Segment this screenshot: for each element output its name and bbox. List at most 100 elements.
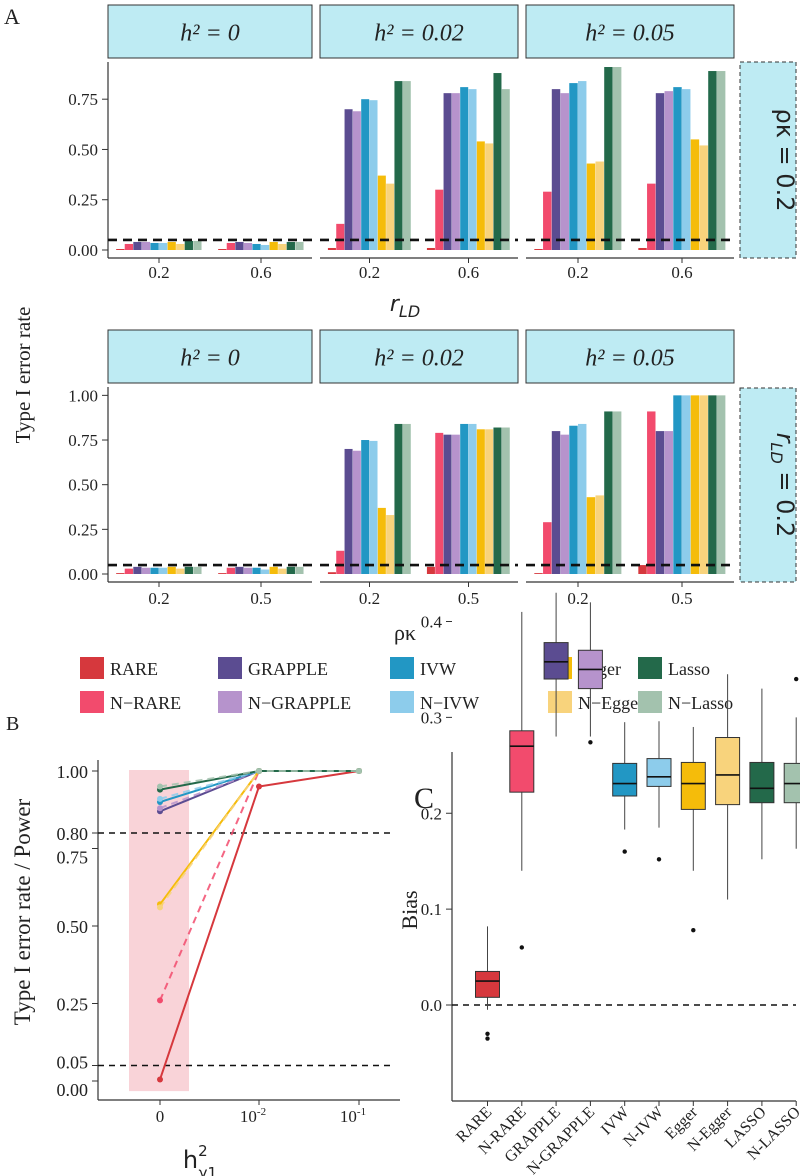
bar	[261, 244, 270, 250]
bar	[716, 395, 726, 574]
box	[543, 642, 569, 680]
bar	[176, 243, 185, 250]
bar	[252, 567, 261, 574]
bar	[690, 139, 700, 250]
bar	[133, 566, 142, 574]
bar	[261, 569, 270, 574]
outlier-point	[485, 1036, 490, 1041]
bar	[543, 522, 552, 574]
bar	[569, 83, 578, 250]
box	[749, 761, 775, 804]
y-tick-label: 0.25	[68, 191, 98, 210]
bar	[468, 89, 477, 250]
bar	[595, 495, 604, 574]
bar	[586, 163, 596, 250]
facet-strip-label: h² = 0.02	[374, 21, 463, 47]
panel-c-y-axis-label: Bias	[397, 890, 422, 929]
y-tick-label: 1.00	[68, 386, 98, 405]
tick-exponent: -1	[357, 1106, 366, 1118]
outlier-point	[691, 928, 696, 933]
x-tick-label: 0.2	[567, 589, 588, 608]
legend-label: IVW	[420, 659, 456, 679]
legend-swatch	[80, 691, 104, 713]
bar	[184, 240, 193, 250]
bar	[493, 73, 502, 250]
panel-a-top-x-axis-label: rLD	[390, 292, 420, 321]
facet-strip-label: h² = 0.05	[585, 21, 674, 47]
bar	[193, 240, 202, 250]
bar	[673, 395, 682, 574]
bar	[534, 248, 543, 250]
x-tick-label: 0.5	[250, 589, 271, 608]
bar	[476, 141, 485, 250]
bar	[269, 566, 278, 574]
bar	[560, 434, 569, 574]
bar	[235, 241, 244, 250]
data-point	[256, 768, 262, 774]
row-strip	[739, 61, 797, 259]
bar	[647, 411, 656, 574]
bar	[344, 448, 353, 574]
bar	[141, 567, 151, 574]
y-tick-label: 0.75	[68, 431, 98, 450]
legend-label: N−Egger	[578, 693, 644, 713]
bar	[460, 423, 469, 574]
y-tick-label: 0.75	[57, 848, 89, 868]
legend-swatch	[218, 657, 242, 679]
y-tick-label: 0.0	[421, 996, 442, 1015]
legend-label: Lasso	[668, 659, 710, 679]
bar	[336, 223, 345, 250]
data-point	[356, 768, 362, 774]
bar	[226, 242, 235, 250]
bar	[159, 567, 168, 574]
y-tick-label: 0.50	[68, 140, 98, 159]
bar	[708, 71, 717, 250]
legend-swatch	[390, 657, 414, 679]
box	[646, 758, 672, 787]
x-label-sub: γ1	[199, 1164, 217, 1176]
legend-label: N−GRAPPLE	[248, 693, 351, 713]
y-tick-label: 0.2	[421, 804, 442, 823]
data-point	[157, 1076, 163, 1083]
bar	[176, 568, 185, 574]
bar	[543, 191, 552, 250]
x-tick-label: 0.6	[458, 263, 479, 282]
bar	[682, 89, 691, 250]
panel-a-top: 0.00 0.25 0.50 0.75 h² = 0 0.2 0.6 h² = 0.02 0.2…	[68, 4, 799, 282]
y-tick-label: 0.1	[421, 900, 442, 919]
facet-strip-label: h² = 0	[180, 346, 239, 372]
bar	[167, 241, 176, 250]
bar	[664, 431, 673, 574]
box	[475, 970, 500, 998]
facet-strip	[319, 4, 519, 59]
bar	[286, 241, 295, 250]
x-tick-label: 0.6	[250, 263, 271, 282]
tick-base: 10	[340, 1107, 357, 1126]
x-tick-label: 0.2	[148, 589, 169, 608]
data-point	[157, 783, 163, 790]
bar	[150, 242, 159, 250]
bar	[369, 100, 378, 250]
tick-base: 10	[240, 1107, 257, 1126]
bar	[551, 89, 561, 250]
bar	[604, 411, 613, 574]
bar	[243, 242, 253, 250]
bar	[218, 248, 227, 250]
bar	[612, 67, 622, 251]
bar	[116, 248, 125, 250]
y-tick-label: 0.4	[421, 613, 443, 632]
y-tick-label: 0.80	[57, 824, 89, 844]
bar	[638, 247, 647, 250]
bar	[468, 423, 477, 574]
outlier-point	[485, 1031, 490, 1036]
bar	[167, 566, 176, 574]
bar	[586, 497, 596, 574]
box	[612, 762, 638, 797]
bar	[352, 450, 361, 574]
legend-swatch	[80, 657, 104, 679]
bar	[133, 241, 142, 250]
bar	[476, 429, 485, 574]
bar	[124, 243, 133, 250]
bar	[278, 568, 287, 574]
